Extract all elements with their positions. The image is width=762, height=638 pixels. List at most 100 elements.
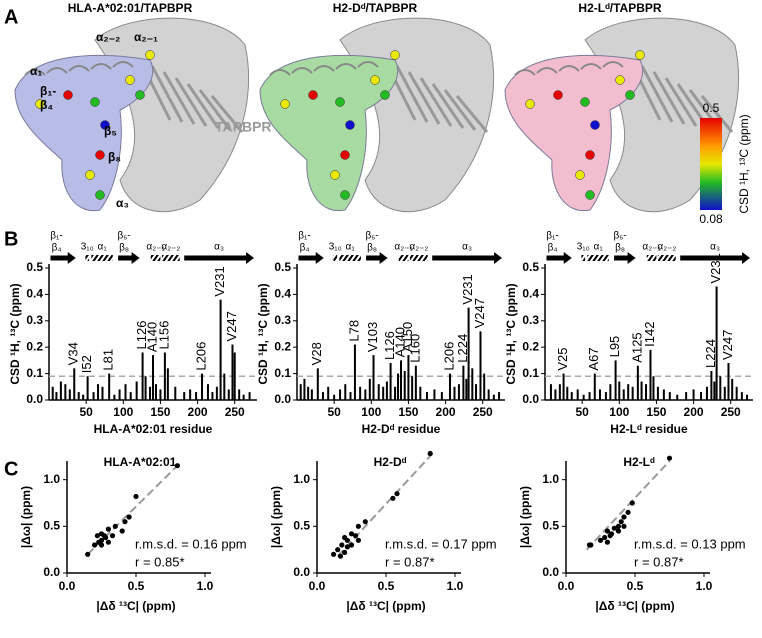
residue-label: L224 (703, 339, 718, 368)
strand (614, 255, 629, 261)
residue-label: V103 (365, 322, 380, 352)
residue-sphere (35, 99, 45, 109)
mhc-helix (602, 61, 624, 68)
bar (307, 386, 310, 400)
bar (154, 384, 157, 400)
bar (414, 365, 417, 400)
point (362, 519, 368, 525)
residue-sphere (330, 170, 340, 180)
residue-label: V247 (720, 330, 735, 360)
residue-label: V25 (555, 347, 570, 370)
point (339, 542, 345, 548)
y-tick-label: 0.0 (522, 392, 539, 406)
bar (349, 392, 352, 400)
bar (344, 384, 347, 400)
residue-sphere (575, 170, 585, 180)
bar (618, 381, 621, 400)
bar (433, 389, 436, 400)
bar (609, 384, 612, 400)
strand-head (494, 252, 503, 264)
bar (189, 389, 192, 400)
mhc-helix (24, 69, 46, 76)
y-tick-label: 0.5 (26, 260, 43, 274)
point (105, 539, 111, 545)
fit-line (585, 460, 671, 551)
point (85, 551, 91, 557)
y-tick-label: 0.2 (274, 339, 291, 353)
point (586, 542, 593, 548)
bar (227, 389, 230, 400)
bar (588, 392, 591, 400)
y-tick-label: 1.0 (542, 472, 559, 486)
residue-label: L81 (101, 349, 116, 371)
tapbpr-strand (407, 71, 441, 125)
x-tick-label: 0.5 (378, 579, 395, 593)
colorbar (700, 118, 722, 210)
bar (135, 381, 138, 400)
mhc-cartoon (14, 54, 154, 212)
bar (465, 378, 468, 400)
bar (740, 392, 743, 400)
x-tick-label: 1.0 (197, 579, 214, 593)
chart-title: H2-Dᵈ (374, 455, 407, 469)
residue-sphere (590, 120, 600, 130)
bar (299, 384, 302, 400)
x-axis-label: |Δδ ¹³C| (ppm) (346, 599, 425, 613)
helix (85, 255, 90, 261)
x-tick-label: 150 (150, 405, 170, 419)
residue-label: A140 (144, 322, 159, 352)
residue-sphere (135, 90, 145, 100)
structure-element-label: 3₁₀ (81, 242, 94, 253)
bar (77, 392, 80, 400)
fit-line (86, 464, 179, 556)
y-tick-label: 0.4 (522, 287, 539, 301)
bar (662, 389, 665, 400)
residue-sphere (580, 97, 590, 107)
bar (92, 392, 95, 400)
point (625, 509, 631, 515)
element-label: β₄ (40, 98, 53, 112)
y-tick-label: 0.3 (26, 313, 43, 327)
bar (598, 389, 601, 400)
point (353, 533, 359, 539)
bar (73, 368, 76, 400)
point (604, 539, 611, 545)
tapbpr-strand (443, 89, 477, 131)
residue-sphere (390, 50, 400, 60)
y-tick-label: 0.4 (26, 287, 43, 301)
y-tick-label: 0.1 (26, 366, 43, 380)
strand (432, 255, 496, 261)
mhc-helix (112, 61, 134, 68)
structure-element-label: 3₁₀ (577, 242, 590, 253)
panel-label: A (4, 6, 18, 28)
bar (715, 286, 718, 400)
mhc-helix (68, 65, 90, 72)
x-tick-label: 200 (188, 405, 208, 419)
x-tick-label: 0.0 (558, 579, 575, 593)
point (629, 500, 635, 506)
residue-sphere (585, 150, 595, 160)
bar (174, 386, 177, 400)
residue-label: I142 (642, 322, 657, 347)
x-tick-label: 100 (361, 405, 381, 419)
bar (649, 349, 652, 400)
bar (118, 389, 121, 400)
point (94, 533, 100, 539)
bar (713, 381, 716, 400)
x-tick-label: 50 (327, 405, 341, 419)
structure-element-label: β₈ (119, 243, 129, 254)
bar (403, 370, 406, 400)
bar (440, 392, 443, 400)
tapbpr-strand (174, 77, 208, 127)
helix (646, 255, 657, 261)
residue-sphere (280, 99, 290, 109)
bar (238, 389, 241, 400)
structure-element-label: α₂₋₂ (409, 242, 428, 253)
structure-element-label: β₅- (614, 231, 627, 242)
x-tick-label: 50 (575, 405, 589, 419)
x-axis-label: H2-Lᵈ residue (610, 422, 688, 436)
residue-sphere (95, 190, 105, 200)
bar (163, 352, 166, 400)
y-tick-label: 1.0 (43, 472, 60, 486)
point (96, 539, 102, 545)
